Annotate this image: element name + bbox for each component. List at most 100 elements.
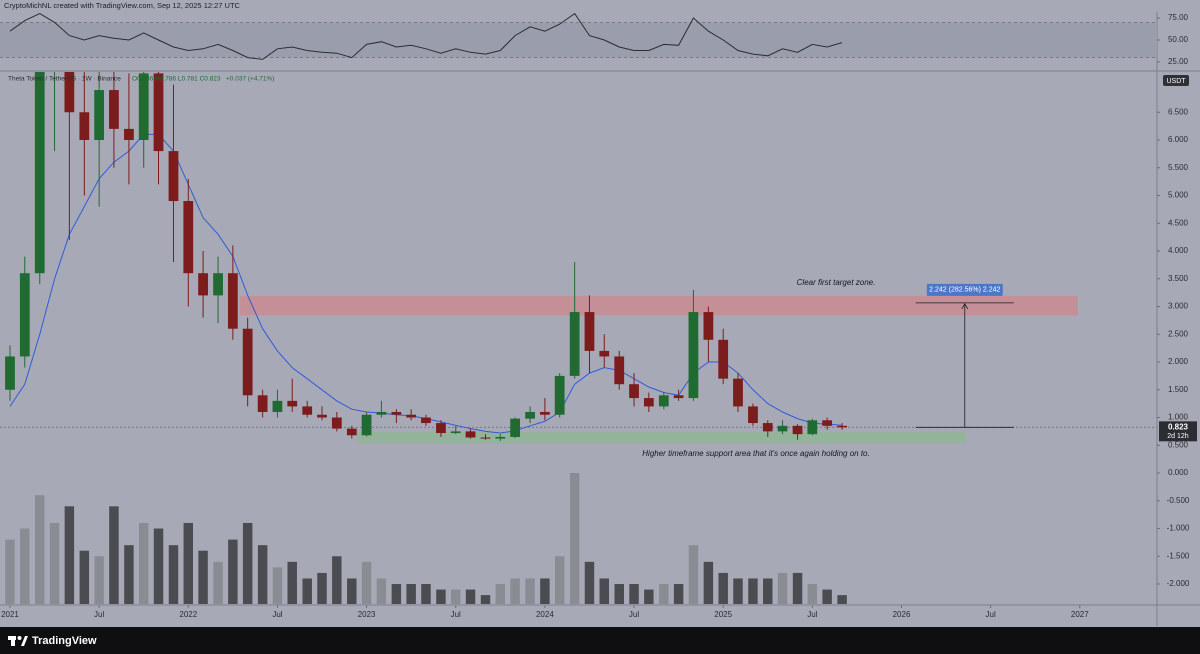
candle-body xyxy=(450,431,461,434)
y-tick-label: 1.000 xyxy=(1168,413,1189,422)
y-tick-label: 2.000 xyxy=(1168,357,1189,366)
candle-body xyxy=(599,350,610,357)
candle-body xyxy=(168,151,179,202)
volume-bar xyxy=(554,556,565,604)
x-tick-label: 2021 xyxy=(1,610,19,619)
volume-bar xyxy=(20,528,30,604)
volume-bar xyxy=(287,561,297,604)
y-tick-label: -1.500 xyxy=(1167,551,1190,560)
x-tick-label: 2026 xyxy=(893,610,911,619)
candle-body xyxy=(510,418,520,437)
y-tick-label: -0.500 xyxy=(1167,496,1190,505)
price-zone xyxy=(357,431,966,444)
y-tick-label: 3.500 xyxy=(1168,274,1189,283)
volume-bar xyxy=(540,578,550,604)
volume-bar xyxy=(198,550,208,604)
volume-bar xyxy=(242,522,253,604)
x-tick-label: Jul xyxy=(451,610,461,619)
x-tick-label: 2025 xyxy=(714,610,732,619)
candle-body xyxy=(79,112,90,140)
y-tick-label: -1.000 xyxy=(1167,524,1190,533)
volume-bar xyxy=(228,539,238,604)
candle-body xyxy=(629,384,639,399)
y-tick-label: 6.500 xyxy=(1168,107,1189,116)
price-pane: 2.242 (282.56%) 2.242 Clear first target … xyxy=(0,72,1157,604)
volume-bar xyxy=(748,578,758,604)
rsi-band xyxy=(0,22,1157,58)
volume-bar xyxy=(718,572,728,604)
volume-bar xyxy=(183,522,194,604)
volume-bar xyxy=(332,556,342,604)
volume-bar xyxy=(495,584,506,604)
volume-bar xyxy=(436,589,446,604)
candle-body xyxy=(792,425,803,435)
candle-body xyxy=(346,428,357,436)
volume-bar xyxy=(510,578,520,604)
candle-body xyxy=(777,425,788,432)
y-tick-label: 0.500 xyxy=(1168,440,1189,449)
volume-bar xyxy=(688,545,699,604)
y-tick-label: 4.000 xyxy=(1168,246,1189,255)
candle-body xyxy=(584,312,595,351)
volume-bar xyxy=(644,589,654,604)
annotation: Clear first target zone. xyxy=(797,278,876,287)
volume-bar xyxy=(673,584,684,604)
rsi-line xyxy=(9,12,843,60)
volume-bar xyxy=(35,495,45,604)
countdown-label: 2d 12h xyxy=(1167,433,1189,440)
candle-body xyxy=(495,436,506,439)
x-tick-label: Jul xyxy=(272,610,282,619)
candle-body xyxy=(822,420,833,426)
volume-bar xyxy=(347,578,357,604)
y-tick-label: 5.000 xyxy=(1168,191,1189,200)
volume-bar xyxy=(822,589,832,604)
logo-part xyxy=(17,636,22,640)
candle-body xyxy=(703,312,714,340)
candle-body xyxy=(688,312,699,399)
legend-change: +0.037 (+4.71%) xyxy=(226,76,274,83)
x-tick-label: Jul xyxy=(629,610,639,619)
volume-bar xyxy=(777,572,788,604)
rsi-tick-label: 75.00 xyxy=(1168,13,1189,22)
currency-box xyxy=(1163,75,1189,86)
volume-bar xyxy=(525,578,535,604)
measure-arrow-head xyxy=(961,303,969,310)
candle-body xyxy=(287,400,298,407)
candle-body xyxy=(673,395,684,399)
candle-body xyxy=(406,414,417,418)
candle-body xyxy=(748,406,758,424)
candle-body xyxy=(540,411,550,415)
y-tick-label: -2.000 xyxy=(1167,579,1190,588)
volume-bar xyxy=(421,584,431,604)
candle-body xyxy=(361,414,372,436)
candle-body xyxy=(138,73,149,140)
volume-bar xyxy=(376,578,387,604)
last-price-box xyxy=(1159,421,1197,442)
volume-bar xyxy=(391,584,402,604)
volume-bar xyxy=(703,561,714,604)
x-tick-label: Jul xyxy=(986,610,996,619)
y-tick-label: 0.000 xyxy=(1168,468,1189,477)
candle-body xyxy=(718,339,729,379)
candle-body xyxy=(34,72,45,274)
volume-bar xyxy=(5,539,15,604)
candle-body xyxy=(124,128,134,140)
measure-label-box xyxy=(926,283,1003,296)
candle-body xyxy=(257,395,268,412)
candle-body xyxy=(643,398,654,407)
currency-label: USDT xyxy=(1166,78,1186,85)
candle-body xyxy=(554,375,565,415)
candle-body xyxy=(658,395,669,407)
candle-body xyxy=(480,437,491,439)
volume-bar xyxy=(480,595,491,604)
candle-body xyxy=(317,414,327,418)
candle-body xyxy=(376,411,387,415)
candle-body xyxy=(421,417,431,424)
volume-bar xyxy=(49,522,60,604)
candle-body xyxy=(5,356,15,390)
candle-body xyxy=(391,411,402,415)
volume-bar xyxy=(257,545,268,604)
